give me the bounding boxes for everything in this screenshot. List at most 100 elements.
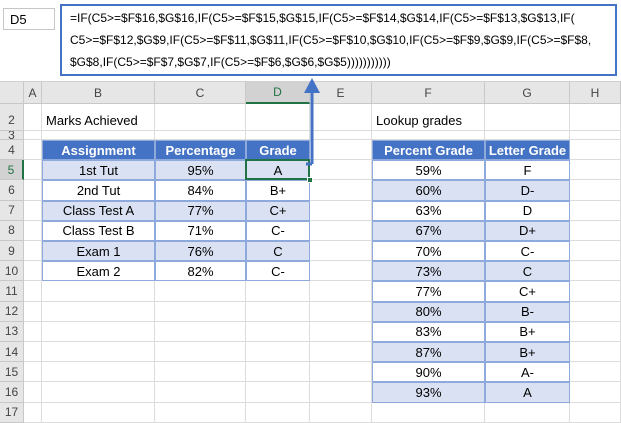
cell[interactable]	[155, 362, 246, 383]
column-header[interactable]: H	[570, 82, 621, 104]
table-cell[interactable]: C+	[246, 200, 310, 221]
cell[interactable]	[42, 342, 155, 363]
cell[interactable]	[570, 200, 621, 221]
table-cell[interactable]: 67%	[372, 220, 485, 241]
cell[interactable]	[570, 382, 621, 403]
row-header[interactable]: 11	[0, 281, 24, 302]
name-box[interactable]: D5	[3, 8, 55, 30]
row-header[interactable]: 9	[0, 241, 24, 262]
table-cell[interactable]: 80%	[372, 301, 485, 322]
cell[interactable]	[42, 321, 155, 342]
cell[interactable]	[570, 104, 621, 131]
table-cell[interactable]: C-	[246, 220, 310, 241]
table-cell[interactable]: 77%	[155, 200, 246, 221]
table-cell[interactable]: Class Test A	[42, 200, 155, 221]
table-cell[interactable]: 1st Tut	[42, 160, 155, 181]
cell[interactable]	[24, 301, 42, 322]
cell[interactable]	[246, 131, 310, 140]
cell[interactable]	[24, 342, 42, 363]
row-header[interactable]: 12	[0, 301, 24, 322]
row-header[interactable]: 2	[0, 104, 24, 131]
table-cell[interactable]: 82%	[155, 261, 246, 282]
table-cell[interactable]: C	[246, 241, 310, 262]
cell[interactable]	[485, 131, 570, 140]
table-cell[interactable]: 2nd Tut	[42, 180, 155, 201]
table-cell[interactable]: C	[485, 261, 570, 282]
cell[interactable]	[310, 342, 372, 363]
table-cell[interactable]: 84%	[155, 180, 246, 201]
cell[interactable]	[310, 241, 372, 262]
table-cell[interactable]: 76%	[155, 241, 246, 262]
table-cell[interactable]: 83%	[372, 321, 485, 342]
cell[interactable]	[246, 301, 310, 322]
cell[interactable]	[246, 382, 310, 403]
table-cell[interactable]: 93%	[372, 382, 485, 403]
table-cell[interactable]: 87%	[372, 342, 485, 363]
column-header[interactable]: G	[485, 82, 570, 104]
cell[interactable]	[42, 131, 155, 140]
table-cell[interactable]: 95%	[155, 160, 246, 181]
cell[interactable]	[155, 281, 246, 302]
cell[interactable]	[372, 104, 485, 131]
cell[interactable]	[570, 362, 621, 383]
cell[interactable]	[570, 220, 621, 241]
table-cell[interactable]: C-	[246, 261, 310, 282]
table-cell[interactable]: C+	[485, 281, 570, 302]
cell[interactable]	[155, 342, 246, 363]
table-cell[interactable]: B+	[485, 321, 570, 342]
cell[interactable]	[155, 104, 246, 131]
cell[interactable]	[24, 261, 42, 282]
cell[interactable]	[310, 160, 372, 181]
column-header[interactable]: D	[246, 82, 310, 104]
table-cell[interactable]: F	[485, 160, 570, 181]
cell[interactable]	[570, 342, 621, 363]
cell[interactable]	[570, 321, 621, 342]
row-header[interactable]: 15	[0, 362, 24, 383]
cell[interactable]	[24, 321, 42, 342]
cell[interactable]	[42, 281, 155, 302]
cell[interactable]	[310, 382, 372, 403]
row-header[interactable]: 13	[0, 321, 24, 342]
cell[interactable]	[42, 382, 155, 403]
table-cell[interactable]: A-	[485, 362, 570, 383]
cell[interactable]	[24, 241, 42, 262]
cell[interactable]	[570, 131, 621, 140]
cell[interactable]	[310, 220, 372, 241]
cell[interactable]	[24, 281, 42, 302]
cell[interactable]	[24, 220, 42, 241]
table-cell[interactable]: B-	[485, 301, 570, 322]
cell[interactable]	[42, 301, 155, 322]
cell[interactable]	[310, 140, 372, 161]
row-header[interactable]: 7	[0, 200, 24, 221]
cell[interactable]	[246, 104, 310, 131]
cell[interactable]	[570, 281, 621, 302]
row-header[interactable]: 14	[0, 342, 24, 363]
cell[interactable]	[24, 131, 42, 140]
table-cell[interactable]: D+	[485, 220, 570, 241]
cell[interactable]	[310, 321, 372, 342]
row-header[interactable]: 8	[0, 220, 24, 241]
cell[interactable]	[246, 362, 310, 383]
row-header[interactable]: 16	[0, 382, 24, 403]
cell[interactable]	[310, 281, 372, 302]
cell[interactable]	[24, 362, 42, 383]
cell[interactable]	[570, 180, 621, 201]
table-cell[interactable]: 73%	[372, 261, 485, 282]
cell[interactable]	[155, 382, 246, 403]
table-cell[interactable]: B+	[485, 342, 570, 363]
table-cell[interactable]: Exam 2	[42, 261, 155, 282]
cell[interactable]	[485, 104, 570, 131]
column-header[interactable]: C	[155, 82, 246, 104]
table-cell[interactable]: 77%	[372, 281, 485, 302]
cell[interactable]	[155, 131, 246, 140]
cell[interactable]	[310, 362, 372, 383]
table-cell[interactable]: 70%	[372, 241, 485, 262]
cell[interactable]	[372, 131, 485, 140]
table-cell[interactable]: A	[485, 382, 570, 403]
table-cell[interactable]: D-	[485, 180, 570, 201]
formula-bar[interactable]: =IF(C5>=$F$16,$G$16,IF(C5>=$F$15,$G$15,I…	[60, 4, 617, 76]
column-header[interactable]: A	[24, 82, 42, 104]
cell[interactable]	[570, 160, 621, 181]
cell[interactable]	[42, 362, 155, 383]
table-cell[interactable]: Exam 1	[42, 241, 155, 262]
